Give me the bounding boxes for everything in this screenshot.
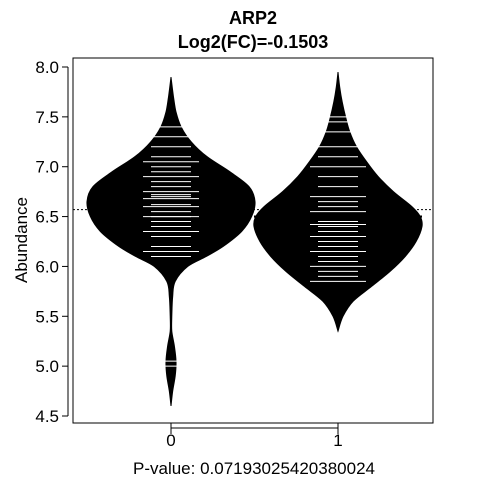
bean-1 [253,71,423,333]
plot-frame [72,57,434,424]
x-tick-label: 0 [166,431,175,450]
x-tick-label: 1 [333,431,342,450]
y-tick-label: 5.5 [35,307,59,326]
means-layer [73,200,433,218]
y-tick-label: 7.5 [35,108,59,127]
beans-layer [86,71,423,407]
bean-shape-0 [86,76,256,407]
bean-0 [86,76,256,407]
chart-title: ARP2 [229,8,277,28]
y-tick-label: 6.0 [35,257,59,276]
y-tick-label: 8.0 [35,58,59,77]
chart-subtitle: Log2(FC)=-0.1503 [178,32,329,52]
x-axis-title: P-value: 0.07193025420380024 [133,459,375,478]
y-tick-label: 6.5 [35,208,59,227]
y-axis-title: Abundance [12,197,31,283]
y-tick-label: 4.5 [35,407,59,426]
y-tick-label: 5.0 [35,357,59,376]
y-tick-label: 7.0 [35,158,59,177]
y-axis: 4.5 5.0 5.5 6.0 6.5 7.0 7.5 8.0 [35,58,69,426]
